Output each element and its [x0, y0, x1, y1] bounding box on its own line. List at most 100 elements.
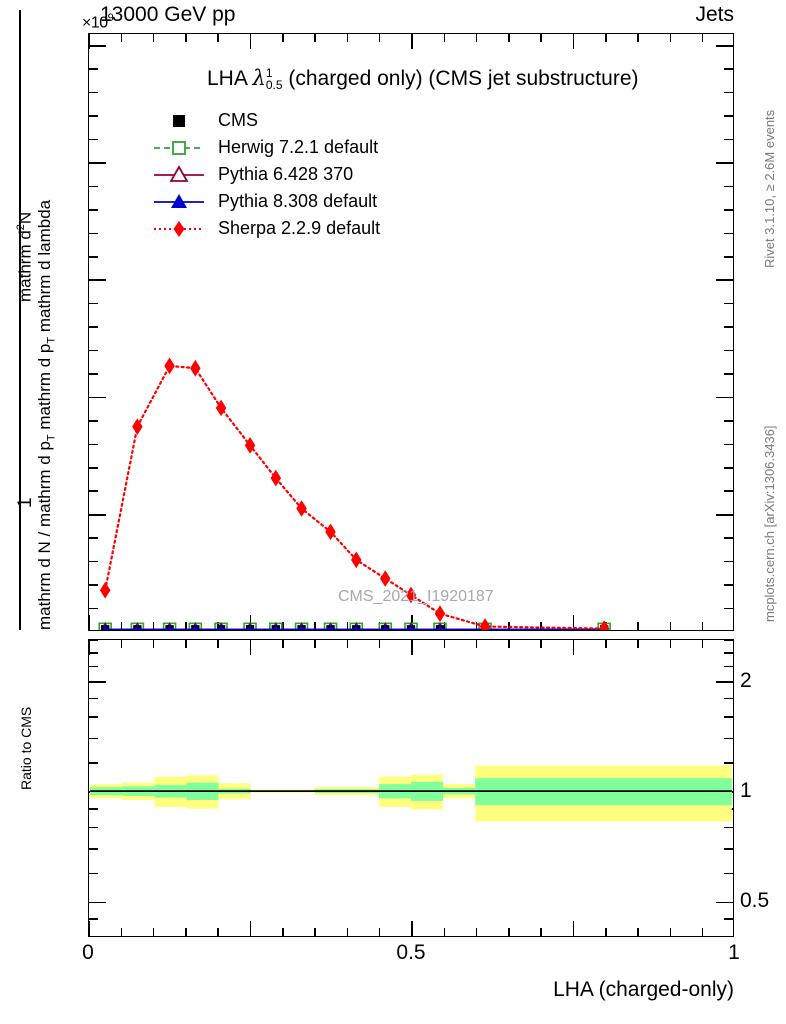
axis-tick	[249, 34, 252, 49]
data-point-marker	[166, 624, 173, 630]
axis-tick	[724, 762, 733, 764]
axis-tick	[508, 928, 510, 936]
data-point-marker	[353, 624, 360, 630]
axis-tick	[314, 34, 316, 42]
axis-tick	[89, 921, 90, 936]
axis-tick	[716, 279, 733, 282]
data-point-marker	[134, 624, 141, 630]
axis-tick	[89, 762, 98, 764]
data-point-marker	[408, 624, 414, 630]
axis-tick	[724, 716, 733, 719]
axis-tick	[314, 928, 316, 936]
axis-tick	[282, 34, 284, 42]
axis-tick	[89, 901, 106, 904]
axis-tick	[475, 34, 478, 42]
axis-tick	[89, 490, 98, 493]
axis-tick	[89, 918, 98, 921]
axis-tick	[475, 928, 478, 936]
axis-tick	[540, 640, 542, 648]
axis-tick	[443, 622, 446, 630]
y-axis-scale-multiplier: ×109	[82, 12, 114, 32]
data-point-marker	[215, 399, 227, 417]
axis-tick	[701, 640, 704, 648]
axis-tick	[346, 928, 349, 936]
axis-tick	[89, 349, 98, 352]
axis-tick	[89, 209, 98, 211]
axis-tick	[152, 34, 155, 42]
axis-tick	[89, 44, 106, 47]
axis-tick	[724, 737, 733, 740]
axis-tick	[89, 808, 98, 810]
axis-tick	[411, 34, 413, 49]
axis-tick	[89, 697, 98, 700]
axis-tick	[89, 513, 106, 516]
axis-tick	[89, 302, 98, 305]
axis-tick	[724, 420, 733, 422]
data-point-marker	[190, 359, 201, 377]
axis-tick	[508, 640, 510, 648]
axis-tick	[724, 697, 733, 700]
data-point-marker	[327, 624, 334, 630]
axis-tick	[540, 622, 542, 630]
axis-tick	[508, 34, 510, 42]
axis-tick	[724, 826, 733, 829]
axis-tick	[443, 928, 446, 936]
axis-tick	[540, 34, 542, 42]
axis-tick	[152, 622, 155, 630]
axis-tick	[411, 615, 413, 630]
axis-tick	[217, 640, 219, 648]
axis-tick	[89, 68, 98, 70]
axis-tick	[217, 34, 219, 42]
data-point-marker	[102, 624, 109, 630]
axis-tick	[89, 115, 98, 117]
axis-tick	[89, 737, 98, 740]
axis-tick	[572, 921, 575, 936]
axis-tick	[282, 928, 284, 936]
axis-tick	[217, 928, 219, 936]
axis-tick	[724, 302, 733, 305]
axis-tick	[346, 640, 349, 648]
axis-tick	[724, 640, 733, 641]
main-axis-ticks	[89, 34, 733, 630]
analysis-category-label: Jets	[695, 3, 734, 26]
x-axis-title: LHA (charged-only)	[553, 978, 734, 1001]
axis-tick	[724, 255, 733, 258]
legend-marker-triangle-filled	[150, 189, 208, 216]
axis-tick	[724, 560, 733, 563]
axis-tick	[249, 640, 252, 655]
data-point-marker	[405, 586, 417, 604]
axis-tick	[637, 640, 639, 648]
axis-tick	[89, 91, 98, 94]
axis-tick	[540, 928, 542, 936]
axis-tick	[724, 665, 733, 668]
axis-tick	[724, 443, 733, 446]
main-plot-panel	[88, 33, 734, 631]
axis-tick	[314, 622, 316, 630]
legend-marker-square-open	[150, 135, 208, 162]
data-point-marker	[379, 570, 391, 587]
axis-tick	[120, 928, 123, 936]
series-sherpa	[99, 357, 610, 630]
axis-tick	[378, 34, 381, 42]
axis-tick	[637, 928, 639, 936]
axis-tick	[185, 640, 187, 648]
legend-label: CMS	[218, 110, 258, 130]
axis-tick	[89, 162, 106, 164]
axis-tick	[89, 560, 98, 563]
axis-tick	[346, 34, 349, 42]
x-tick-label: 1	[728, 941, 740, 964]
data-point-marker	[325, 523, 336, 541]
axis-tick	[314, 640, 316, 648]
axis-tick	[89, 467, 98, 469]
axis-tick	[185, 622, 187, 630]
axis-tick	[724, 209, 733, 211]
axis-tick	[724, 115, 733, 117]
axis-tick	[89, 848, 98, 850]
data-point-marker	[598, 620, 610, 630]
axis-tick	[637, 622, 639, 630]
axis-tick	[605, 640, 607, 648]
axis-tick	[669, 34, 672, 42]
axis-tick	[724, 373, 733, 375]
axis-tick	[701, 928, 704, 936]
axis-tick	[411, 921, 413, 936]
